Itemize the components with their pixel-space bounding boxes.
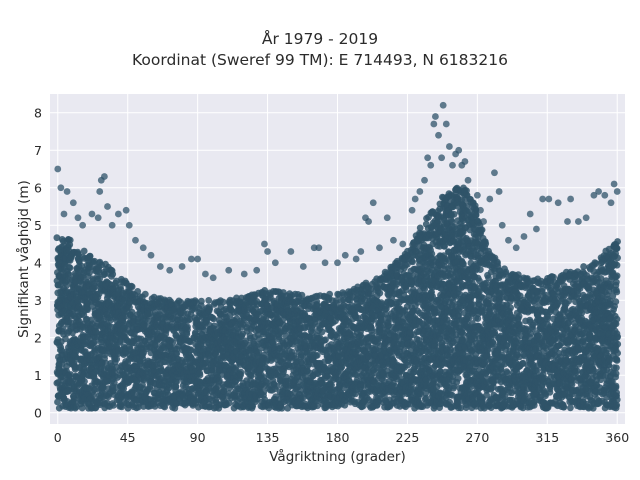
data-point (86, 269, 93, 277)
data-point (127, 282, 135, 290)
data-point (62, 335, 69, 343)
data-point (206, 305, 214, 313)
data-point (66, 241, 74, 249)
data-point (141, 290, 149, 298)
data-point (92, 327, 100, 335)
data-point (117, 283, 124, 291)
data-point (416, 224, 424, 232)
data-point (428, 288, 435, 296)
data-point (139, 350, 147, 358)
data-point (184, 323, 191, 331)
data-point (66, 264, 74, 272)
data-point (168, 320, 176, 328)
data-point (59, 325, 67, 332)
data-point (237, 371, 245, 379)
data-point (297, 358, 305, 366)
data-point (169, 339, 177, 346)
data-point (88, 316, 95, 324)
data-point (65, 271, 73, 278)
data-point (269, 338, 277, 346)
data-point (298, 291, 306, 299)
data-point (409, 258, 416, 266)
data-point (318, 328, 326, 336)
data-point (99, 384, 107, 392)
data-point (95, 267, 102, 274)
data-point (219, 298, 227, 306)
data-point (172, 383, 180, 391)
data-point (381, 306, 389, 313)
data-point (54, 398, 61, 406)
data-point (260, 388, 268, 396)
points (53, 101, 622, 412)
data-point (205, 297, 213, 304)
data-point (86, 252, 94, 260)
data-point (313, 352, 321, 359)
data-point (134, 288, 142, 295)
data-point (110, 402, 117, 409)
data-point (67, 371, 74, 378)
data-point (220, 387, 228, 395)
data-point (96, 275, 103, 283)
data-point (89, 391, 97, 399)
data-point (63, 281, 71, 289)
data-point (80, 247, 88, 255)
data-point (238, 332, 246, 340)
data-point (299, 394, 307, 401)
data-point (248, 402, 256, 410)
data-point (53, 234, 61, 242)
data-point (196, 369, 204, 377)
chart-subtitle: Koordinat (Sweref 99 TM): E 714493, N 61… (132, 51, 508, 69)
data-point (128, 308, 136, 316)
chart-title: År 1979 - 2019 (261, 30, 379, 48)
data-point (376, 289, 384, 297)
data-point (273, 382, 281, 390)
data-point (209, 314, 216, 322)
data-point (116, 339, 124, 346)
data-point (255, 349, 263, 357)
data-point (57, 344, 65, 351)
data-point (83, 305, 91, 313)
data-point (308, 324, 316, 332)
data-point (81, 378, 88, 385)
data-point (278, 404, 286, 412)
data-point (113, 355, 121, 363)
data-point (198, 297, 205, 305)
data-point (65, 387, 73, 395)
data-point (108, 267, 116, 275)
data-point (177, 298, 185, 306)
